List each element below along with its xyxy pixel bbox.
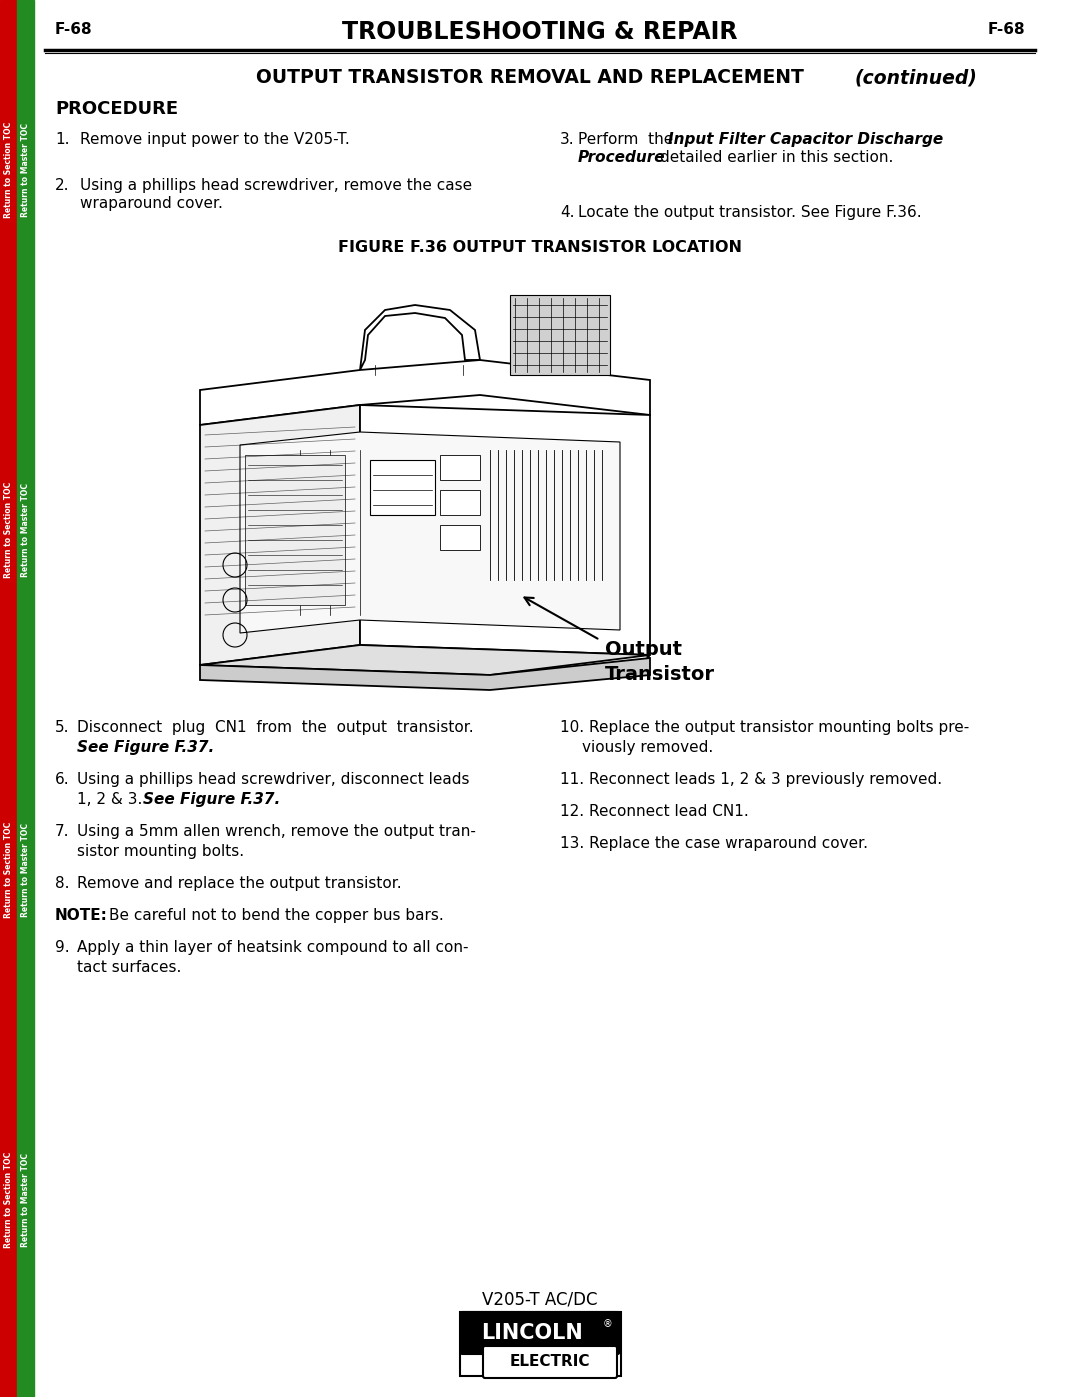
Text: Perform  the: Perform the bbox=[578, 131, 673, 147]
Text: See Figure F.37.: See Figure F.37. bbox=[77, 740, 214, 754]
Bar bbox=[510, 295, 610, 374]
Bar bbox=[440, 525, 480, 550]
Text: Disconnect  plug  CN1  from  the  output  transistor.: Disconnect plug CN1 from the output tran… bbox=[77, 719, 474, 735]
Text: Output
Transistor: Output Transistor bbox=[605, 640, 715, 685]
Text: Using a phillips head screwdriver, remove the case: Using a phillips head screwdriver, remov… bbox=[80, 177, 472, 193]
Text: 13. Replace the case wraparound cover.: 13. Replace the case wraparound cover. bbox=[561, 835, 868, 851]
Text: ®: ® bbox=[603, 1319, 612, 1329]
Polygon shape bbox=[200, 645, 650, 675]
Text: 8.: 8. bbox=[55, 876, 69, 891]
Text: 10. Replace the output transistor mounting bolts pre-: 10. Replace the output transistor mounti… bbox=[561, 719, 969, 735]
Polygon shape bbox=[240, 432, 620, 633]
Text: 1, 2 & 3.: 1, 2 & 3. bbox=[77, 792, 152, 807]
Text: Input Filter Capacitor Discharge: Input Filter Capacitor Discharge bbox=[669, 131, 943, 147]
Text: 2.: 2. bbox=[55, 177, 69, 193]
Text: FIGURE F.36 OUTPUT TRANSISTOR LOCATION: FIGURE F.36 OUTPUT TRANSISTOR LOCATION bbox=[338, 240, 742, 256]
Text: See Figure F.37.: See Figure F.37. bbox=[143, 792, 280, 807]
Text: Procedure: Procedure bbox=[578, 149, 665, 165]
Text: Return to Section TOC: Return to Section TOC bbox=[4, 1153, 13, 1248]
Polygon shape bbox=[200, 658, 650, 690]
Polygon shape bbox=[200, 405, 360, 665]
Text: OUTPUT TRANSISTOR REMOVAL AND REPLACEMENT: OUTPUT TRANSISTOR REMOVAL AND REPLACEMEN… bbox=[256, 68, 804, 87]
Text: viously removed.: viously removed. bbox=[582, 740, 713, 754]
Text: Return to Section TOC: Return to Section TOC bbox=[4, 482, 13, 578]
Text: Return to Master TOC: Return to Master TOC bbox=[21, 123, 30, 217]
FancyBboxPatch shape bbox=[460, 1312, 620, 1354]
Bar bbox=[459, 1312, 621, 1376]
Text: Remove and replace the output transistor.: Remove and replace the output transistor… bbox=[77, 876, 402, 891]
FancyBboxPatch shape bbox=[483, 1345, 617, 1377]
Polygon shape bbox=[200, 360, 650, 425]
Text: 5.: 5. bbox=[55, 719, 69, 735]
Bar bbox=[0, 0, 17, 1397]
Text: 6.: 6. bbox=[55, 773, 69, 787]
Text: Return to Section TOC: Return to Section TOC bbox=[4, 122, 13, 218]
Text: F-68: F-68 bbox=[55, 22, 93, 36]
Text: V205-T AC/DC: V205-T AC/DC bbox=[483, 1289, 597, 1308]
Text: ELECTRIC: ELECTRIC bbox=[510, 1355, 591, 1369]
Text: sistor mounting bolts.: sistor mounting bolts. bbox=[77, 844, 244, 859]
Text: detailed earlier in this section.: detailed earlier in this section. bbox=[660, 149, 893, 165]
Text: LINCOLN: LINCOLN bbox=[481, 1323, 583, 1343]
Text: Return to Master TOC: Return to Master TOC bbox=[21, 823, 30, 916]
Text: 1.: 1. bbox=[55, 131, 69, 147]
Bar bbox=[370, 460, 435, 515]
Text: (continued): (continued) bbox=[855, 68, 977, 87]
Bar bbox=[440, 455, 480, 481]
Polygon shape bbox=[360, 405, 650, 655]
Bar bbox=[245, 455, 345, 605]
Text: PROCEDURE: PROCEDURE bbox=[55, 101, 178, 117]
Text: Remove input power to the V205-T.: Remove input power to the V205-T. bbox=[80, 131, 350, 147]
Text: NOTE:: NOTE: bbox=[55, 908, 108, 923]
Text: 9.: 9. bbox=[55, 940, 69, 956]
Text: Return to Section TOC: Return to Section TOC bbox=[4, 821, 13, 918]
Text: Return to Master TOC: Return to Master TOC bbox=[21, 483, 30, 577]
Text: wraparound cover.: wraparound cover. bbox=[80, 196, 222, 211]
Text: F-68: F-68 bbox=[987, 22, 1025, 36]
Text: 7.: 7. bbox=[55, 824, 69, 840]
Text: 11. Reconnect leads 1, 2 & 3 previously removed.: 11. Reconnect leads 1, 2 & 3 previously … bbox=[561, 773, 942, 787]
Text: Apply a thin layer of heatsink compound to all con-: Apply a thin layer of heatsink compound … bbox=[77, 940, 469, 956]
Bar bbox=[17, 0, 33, 1397]
Polygon shape bbox=[360, 305, 480, 370]
Text: Return to Master TOC: Return to Master TOC bbox=[21, 1153, 30, 1248]
Text: TROUBLESHOOTING & REPAIR: TROUBLESHOOTING & REPAIR bbox=[342, 20, 738, 43]
Text: tact surfaces.: tact surfaces. bbox=[77, 960, 181, 975]
Text: Locate the output transistor. See Figure F.36.: Locate the output transistor. See Figure… bbox=[578, 205, 921, 219]
Text: Using a 5mm allen wrench, remove the output tran-: Using a 5mm allen wrench, remove the out… bbox=[77, 824, 476, 840]
Text: 12. Reconnect lead CN1.: 12. Reconnect lead CN1. bbox=[561, 805, 748, 819]
Text: Using a phillips head screwdriver, disconnect leads: Using a phillips head screwdriver, disco… bbox=[77, 773, 470, 787]
Text: Be careful not to bend the copper bus bars.: Be careful not to bend the copper bus ba… bbox=[109, 908, 444, 923]
Text: 4.: 4. bbox=[561, 205, 575, 219]
Bar bbox=[440, 490, 480, 515]
Text: 3.: 3. bbox=[561, 131, 575, 147]
